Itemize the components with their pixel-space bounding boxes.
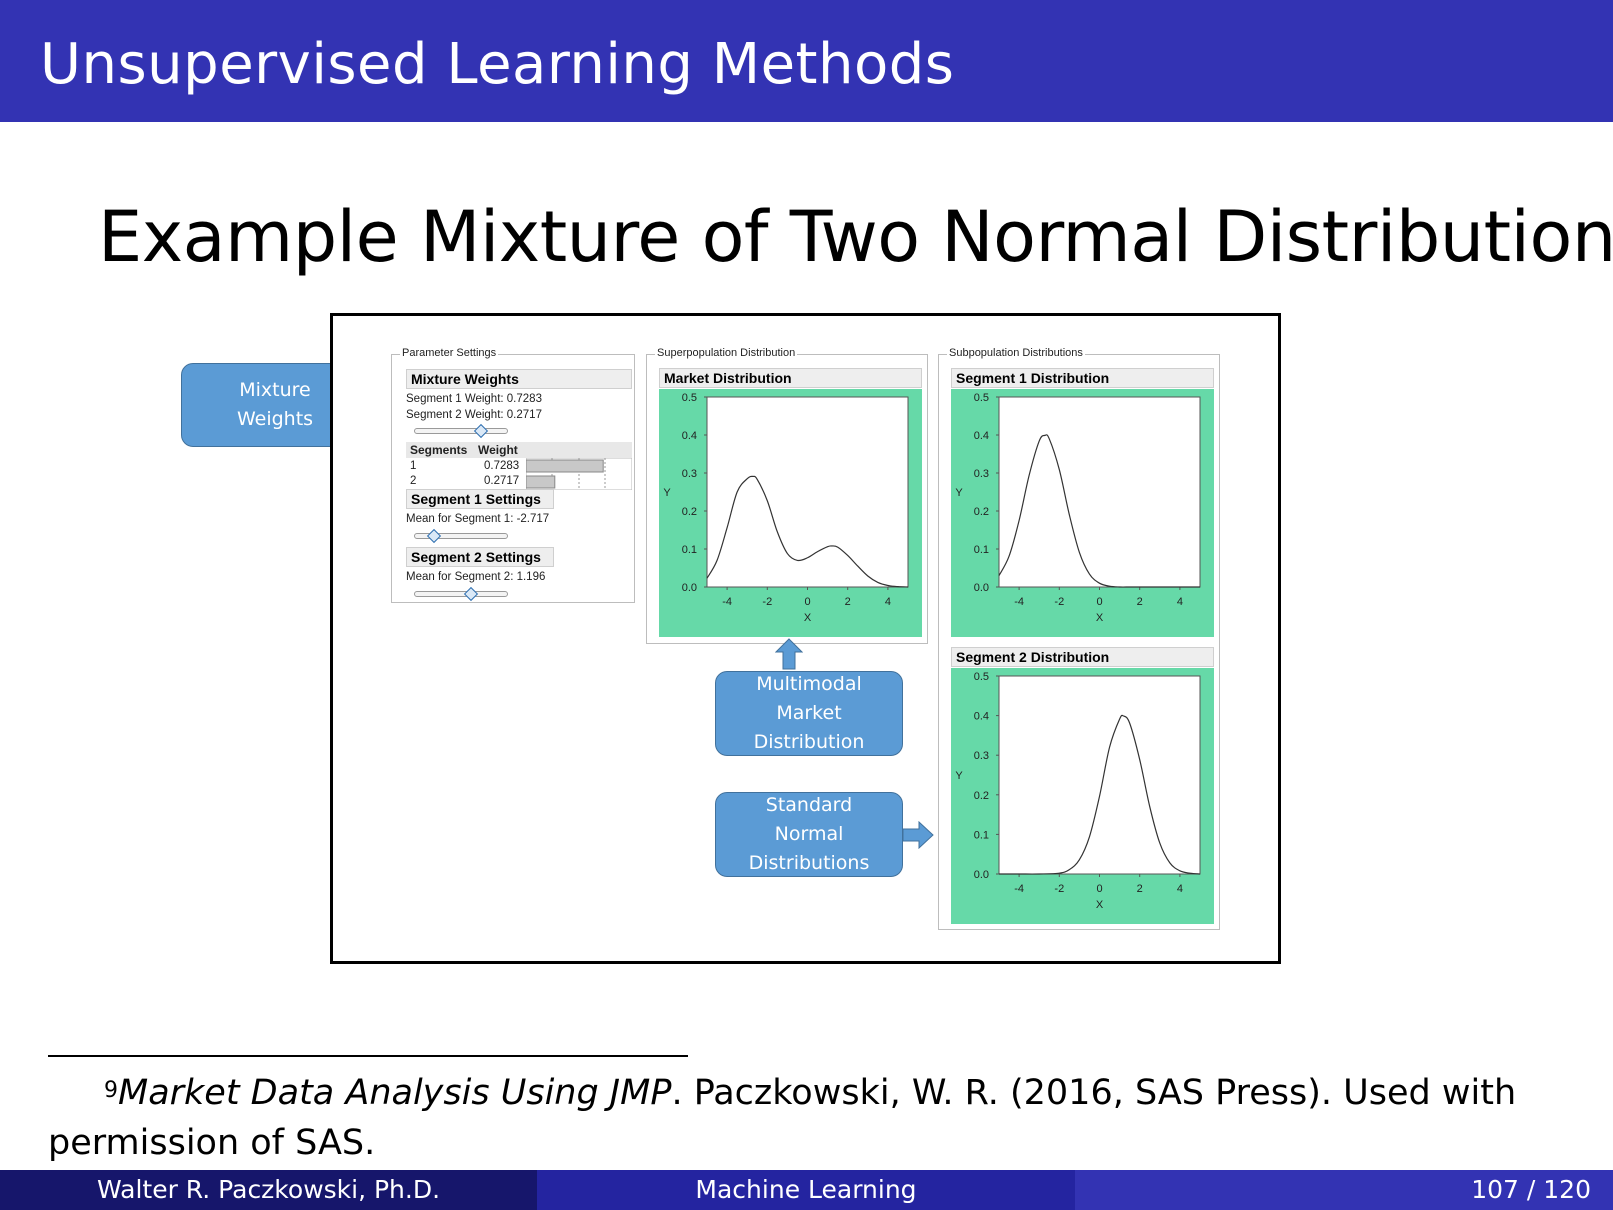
segment1-chart-ytick-label: 0.1: [974, 544, 989, 556]
mixture-weights-header: Mixture Weights: [406, 369, 632, 389]
segment1-distribution-chart: 0.0 0.1 0.2 0.3 0.4 0.5 -4 -2 0 2 4 X Y: [951, 389, 1214, 637]
market-chart-xtick-label: -2: [762, 596, 772, 608]
chart-title-market: Market Distribution: [659, 368, 922, 388]
market-chart-ytick-label: 0.0: [682, 582, 697, 594]
row2-weight: 0.2717: [484, 475, 520, 487]
market-chart-plot-area: [706, 396, 909, 588]
segment1-chart-ytick-label: 0.0: [974, 582, 989, 594]
segment2-chart-xtick-label: -4: [1014, 883, 1024, 895]
segment2-mean-slider-thumb[interactable]: [464, 586, 479, 602]
segment1-chart-ytick-label: 0.2: [974, 506, 989, 518]
arrow-right-icon-2: [903, 821, 934, 849]
segment2-chart-xlabel: X: [1096, 899, 1104, 911]
segment2-weight-text: Segment 2 Weight: 0.2717: [406, 409, 542, 421]
header-bar: Unsupervised Learning Methods: [0, 0, 1613, 122]
segment1-weight-text: Segment 1 Weight: 0.7283: [406, 393, 542, 405]
market-chart-ylabel: Y: [663, 487, 671, 499]
segment1-chart-xtick-label: -4: [1014, 596, 1024, 608]
market-chart-ytick-label: 0.1: [682, 544, 697, 556]
parameter-settings-panel: Parameter Settings Mixture Weights Segme…: [391, 347, 635, 603]
market-distribution-chart: 0.0 0.1 0.2 0.3 0.4 0.5 -4 -2 0 2 4 X Y: [659, 389, 922, 637]
market-chart-ytick-label: 0.2: [682, 506, 697, 518]
mixture-weight-slider-thumb[interactable]: [474, 423, 489, 439]
market-chart-ytick-label: 0.4: [682, 430, 697, 442]
slide-title: Example Mixture of Two Normal Distributi…: [98, 196, 1613, 278]
row2-segment: 2: [410, 475, 417, 487]
segment2-chart-ytick-label: 0.5: [974, 671, 989, 683]
segment1-chart-density-line: [998, 434, 1200, 588]
market-chart-ytick-label: 0.5: [682, 392, 697, 404]
segment1-chart-ytick-label: 0.5: [974, 392, 989, 404]
market-chart-xtick-label: -4: [722, 596, 732, 608]
segment1-chart-xtick-label: -2: [1054, 596, 1064, 608]
segment2-chart-density-line: [999, 714, 1201, 875]
market-chart-xtick-label: 4: [885, 596, 891, 608]
segment1-chart-xtick-label: 2: [1137, 596, 1143, 608]
segment2-chart-ytick-label: 0.2: [974, 790, 989, 802]
segment2-chart-ytick-label: 0.4: [974, 711, 989, 723]
segment1-mean-slider[interactable]: [414, 533, 508, 539]
market-chart-ytick-label: 0.3: [682, 468, 697, 480]
footnote-citation: . Paczkowski, W. R. (2016, SAS Press). U…: [48, 1073, 1517, 1163]
segment2-mean-slider[interactable]: [414, 591, 508, 597]
segment2-chart-ytick-label: 0.0: [974, 869, 989, 881]
segment2-chart-ylabel: Y: [955, 770, 963, 782]
subpopulation-label: Subpopulation Distributions: [947, 347, 1085, 359]
parameter-settings-label: Parameter Settings: [400, 347, 499, 359]
footnote-book-title: Market Data Analysis Using JMP: [118, 1073, 672, 1113]
callout-multimodal-market: Multimodal Market Distribution: [715, 671, 903, 756]
footer-author: Walter R. Paczkowski, Ph.D.: [0, 1170, 537, 1210]
segment2-chart-ytick-label: 0.1: [974, 829, 989, 841]
segment1-chart-xtick-label: 0: [1096, 596, 1102, 608]
segment1-mean-text: Mean for Segment 1: -2.717: [406, 513, 550, 525]
segment1-chart-ytick-label: 0.3: [974, 468, 989, 480]
footer-bar: Walter R. Paczkowski, Ph.D. Machine Lear…: [0, 1170, 1613, 1210]
footnote: 9Market Data Analysis Using JMP. Paczkow…: [48, 1068, 1568, 1168]
weight-bars: [526, 458, 632, 490]
subpopulation-panel: Subpopulation Distributions: [938, 347, 1220, 930]
header-title: Unsupervised Learning Methods: [40, 32, 955, 97]
slide-title-text: Example Mixture of Two Normal Distributi…: [98, 196, 1613, 278]
table-header-row: [406, 442, 632, 458]
chart-title-segment2: Segment 2 Distribution: [951, 647, 1214, 667]
segment2-mean-text: Mean for Segment 2: 1.196: [406, 571, 546, 583]
segment2-settings-header: Segment 2 Settings: [406, 547, 554, 567]
footnote-number: 9: [104, 1078, 118, 1103]
market-chart-density-line: [706, 475, 909, 588]
footnote-rule: [48, 1055, 688, 1057]
segment1-chart-ylabel: Y: [955, 487, 963, 499]
weight-bar-segment-1: [526, 459, 604, 473]
footer-topic: Machine Learning: [537, 1170, 1075, 1210]
segment2-chart-xtick-label: 0: [1096, 883, 1102, 895]
segment1-chart-xtick-label: 4: [1177, 596, 1183, 608]
arrow-up-icon: [775, 638, 803, 670]
jmp-screenshot-frame: Parameter Settings Mixture Weights Segme…: [330, 313, 1281, 964]
chart-title-segment1: Segment 1 Distribution: [951, 368, 1214, 388]
row1-segment: 1: [410, 460, 417, 472]
segment1-chart-plot-area: [998, 396, 1201, 588]
segment2-chart-xtick-label: 2: [1137, 883, 1143, 895]
segment1-mean-slider-thumb[interactable]: [427, 528, 442, 544]
market-chart-xtick-label: 2: [845, 596, 851, 608]
market-chart-xtick-label: 0: [804, 596, 810, 608]
weight-bar-segment-2: [526, 475, 556, 489]
segment-weights-table: Segments Weight 1 0.7283 2 0.2717: [406, 442, 632, 490]
footer-page-number: 107 / 120: [1075, 1170, 1613, 1210]
segment2-chart-ytick-label: 0.3: [974, 750, 989, 762]
segment1-settings-header: Segment 1 Settings: [406, 489, 554, 509]
segment1-chart-ytick-label: 0.4: [974, 430, 989, 442]
segment1-chart-xlabel: X: [1096, 612, 1104, 624]
segment2-chart-plot-area: [998, 675, 1201, 875]
superpopulation-label: Superpopulation Distribution: [655, 347, 798, 359]
mixture-weight-slider[interactable]: [414, 428, 508, 434]
segment2-distribution-chart: 0.0 0.1 0.2 0.3 0.4 0.5 -4 -2 0 2 4 X Y: [951, 668, 1214, 924]
col-weight: Weight: [478, 443, 518, 457]
segment2-chart-xtick-label: 4: [1177, 883, 1183, 895]
callout-standard-normal: Standard Normal Distributions: [715, 792, 903, 877]
col-segments: Segments: [410, 443, 468, 457]
segment2-chart-xtick-label: -2: [1054, 883, 1064, 895]
row1-weight: 0.7283: [484, 460, 520, 472]
market-chart-xlabel: X: [804, 612, 812, 624]
